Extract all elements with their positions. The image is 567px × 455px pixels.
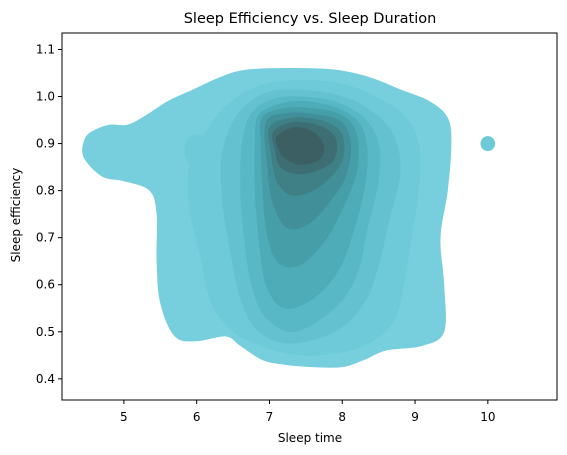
y-tick-label: 0.7: [36, 231, 55, 245]
x-tick-label: 10: [480, 410, 495, 424]
y-tick-label: 0.8: [36, 184, 55, 198]
chart-title: Sleep Efficiency vs. Sleep Duration: [184, 11, 437, 27]
x-axis: 5 6 7 8 9 10: [120, 400, 495, 424]
y-tick-label: 1.1: [36, 42, 55, 56]
density-mode-1: [184, 134, 210, 168]
y-tick-label: 0.5: [36, 325, 55, 339]
y-axis: 0.4 0.5 0.6 0.7 0.8 0.9 1.0 1.1: [36, 42, 62, 386]
x-tick-label: 5: [120, 410, 128, 424]
plot-frame: [61, 32, 558, 401]
y-axis-title: Sleep efficiency: [9, 168, 23, 263]
density-level-10: [275, 126, 325, 165]
y-tick-label: 1.0: [36, 90, 55, 104]
density-layer: [82, 68, 496, 368]
x-tick-label: 7: [266, 410, 274, 424]
density-mode-2: [480, 136, 496, 152]
y-tick-label: 0.9: [36, 137, 55, 151]
x-tick-label: 9: [411, 410, 419, 424]
x-tick-label: 8: [338, 410, 346, 424]
y-tick-label: 0.4: [36, 372, 55, 386]
x-tick-label: 6: [193, 410, 201, 424]
y-tick-label: 0.6: [36, 278, 55, 292]
x-axis-title: Sleep time: [278, 431, 342, 445]
